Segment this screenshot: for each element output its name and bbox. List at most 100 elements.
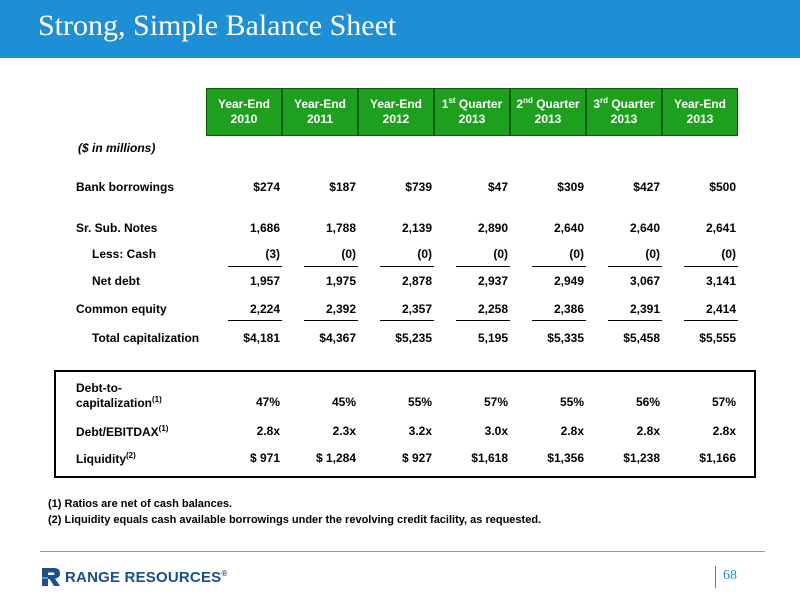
table-cell: 3.2x xyxy=(408,424,432,438)
table-cell: 1,788 xyxy=(325,221,356,235)
subtotal-underline xyxy=(228,320,282,321)
title-bar: Strong, Simple Balance Sheet xyxy=(0,0,800,58)
table-cell: 1,975 xyxy=(325,274,356,288)
table-cell: $ 1,284 xyxy=(315,451,356,465)
table-cell: 2,139 xyxy=(401,221,432,235)
footer-divider xyxy=(40,551,765,552)
table-cell: 47% xyxy=(255,395,280,409)
page-number: 68 xyxy=(723,568,737,583)
table-cell: 45% xyxy=(331,395,356,409)
subtotal-underline xyxy=(608,266,662,267)
table-cell: 55% xyxy=(407,395,432,409)
table-cell: 2,640 xyxy=(553,221,584,235)
subtotal-underline xyxy=(304,320,358,321)
column-header-ye-2010: Year-End 2010 xyxy=(206,88,282,136)
table-cell: (0) xyxy=(341,247,356,261)
table-cell: $47 xyxy=(487,180,508,194)
subtotal-underline xyxy=(532,320,586,321)
table-cell: $309 xyxy=(557,180,584,194)
subtotal-underline xyxy=(532,266,586,267)
table-cell: (0) xyxy=(721,247,736,261)
table-cell: 2,258 xyxy=(477,302,508,316)
table-cell: (3) xyxy=(265,247,280,261)
ratio-label-debt-to-cap-line1: Debt-to- xyxy=(76,381,122,395)
table-cell: $5,458 xyxy=(623,331,660,345)
table-cell: $1,238 xyxy=(623,451,660,465)
table-cell: 3,141 xyxy=(705,274,736,288)
table-cell: (0) xyxy=(417,247,432,261)
table-cell: 2.8x xyxy=(636,424,660,438)
units-label: ($ in millions) xyxy=(78,141,156,155)
table-cell: $5,335 xyxy=(547,331,584,345)
row-label-total-capitalization: Total capitalization xyxy=(92,331,200,345)
ratio-label-debt-ebitdax: Debt/EBITDAX(1) xyxy=(76,424,169,439)
table-cell: 57% xyxy=(483,395,508,409)
table-cell: 3,067 xyxy=(629,274,660,288)
column-header-ye-2013: Year-End 2013 xyxy=(662,88,738,136)
subtotal-underline xyxy=(684,266,738,267)
subtotal-underline xyxy=(456,266,510,267)
range-resources-logo-icon xyxy=(42,568,60,586)
table-cell: 2,414 xyxy=(705,302,736,316)
column-header-q1-2013: 1st Quarter 2013 xyxy=(434,88,510,136)
table-cell: $4,367 xyxy=(319,331,356,345)
table-cell: 2,224 xyxy=(249,302,280,316)
table-cell: $5,555 xyxy=(699,331,736,345)
table-cell: 55% xyxy=(559,395,584,409)
table-cell: 2,641 xyxy=(705,221,736,235)
ratios-box xyxy=(54,370,756,478)
subtotal-underline xyxy=(304,266,358,267)
row-label-sr-sub-notes: Sr. Sub. Notes xyxy=(76,221,158,235)
table-cell: $ 971 xyxy=(249,451,280,465)
subtotal-underline xyxy=(684,320,738,321)
subtotal-underline xyxy=(456,320,510,321)
table-cell: $5,235 xyxy=(395,331,432,345)
registered-mark: ® xyxy=(221,568,228,578)
table-cell: (0) xyxy=(493,247,508,261)
table-cell: 3.0x xyxy=(484,424,508,438)
row-label-net-debt: Net debt xyxy=(92,274,140,288)
column-header-ye-2011: Year-End 2011 xyxy=(282,88,358,136)
row-label-bank-borrowings: Bank borrowings xyxy=(76,180,175,194)
subtotal-underline xyxy=(380,266,434,267)
table-cell: $1,356 xyxy=(547,451,584,465)
table-cell: 2,392 xyxy=(325,302,356,316)
table-cell: 1,957 xyxy=(249,274,280,288)
table-cell: 2,357 xyxy=(401,302,432,316)
table-cell: 56% xyxy=(635,395,660,409)
table-cell: 1,686 xyxy=(249,221,280,235)
ratio-label-liquidity: Liquidity(2) xyxy=(76,451,136,466)
table-cell: $187 xyxy=(329,180,356,194)
table-cell: 2,937 xyxy=(477,274,508,288)
page-number-divider xyxy=(715,566,716,588)
table-cell: 2,890 xyxy=(477,221,508,235)
footnote-2: (2) Liquidity equals cash available borr… xyxy=(48,514,542,526)
table-cell: (0) xyxy=(569,247,584,261)
table-cell: 5,195 xyxy=(477,331,508,345)
table-cell: 2,391 xyxy=(629,302,660,316)
page-title: Strong, Simple Balance Sheet xyxy=(38,9,397,42)
footnote-1: (1) Ratios are net of cash balances. xyxy=(48,498,233,510)
table-cell: $274 xyxy=(253,180,280,194)
table-cell: $ 927 xyxy=(401,451,432,465)
table-cell: $1,618 xyxy=(471,451,508,465)
column-header-ye-2012: Year-End 2012 xyxy=(358,88,434,136)
table-cell: 2.8x xyxy=(560,424,584,438)
subtotal-underline xyxy=(380,320,434,321)
range-resources-logo: RANGE RESOURCES® xyxy=(40,566,227,588)
column-header-q3-2013: 3rd Quarter 2013 xyxy=(586,88,662,136)
subtotal-underline xyxy=(608,320,662,321)
column-header-q2-2013: 2nd Quarter 2013 xyxy=(510,88,586,136)
table-cell: (0) xyxy=(645,247,660,261)
table-cell: 2,386 xyxy=(553,302,584,316)
table-cell: $500 xyxy=(709,180,736,194)
ratio-label-debt-to-cap: capitalization(1) xyxy=(76,395,162,410)
table-cell: $427 xyxy=(633,180,660,194)
row-label-less-cash: Less: Cash xyxy=(92,247,157,261)
table-cell: $4,181 xyxy=(243,331,280,345)
table-cell: 57% xyxy=(711,395,736,409)
table-cell: $739 xyxy=(405,180,432,194)
table-cell: 2.8x xyxy=(256,424,280,438)
subtotal-underline xyxy=(228,266,282,267)
table-cell: 2,949 xyxy=(553,274,584,288)
